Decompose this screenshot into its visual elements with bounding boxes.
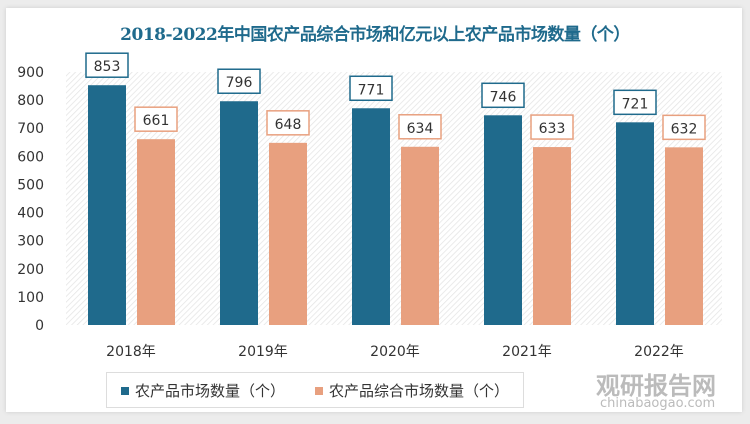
data-label-box (613, 89, 657, 116)
watermark-logo: 观研报告网 (596, 372, 716, 400)
bar (484, 115, 522, 326)
data-label-box (398, 114, 442, 140)
legend-label: 农产品综合市场数量（个） (329, 381, 510, 400)
x-tick-label: 2020年 (370, 344, 420, 360)
data-label: 771 (358, 82, 385, 98)
legend-item-2: 农产品综合市场数量（个） (315, 380, 509, 401)
y-tick-label: 300 (17, 234, 44, 250)
x-tick-label: 2022年 (634, 344, 684, 360)
data-label: 721 (622, 96, 649, 112)
bar (220, 101, 258, 325)
data-label: 632 (671, 121, 698, 137)
data-label: 661 (143, 113, 170, 129)
data-label-box (266, 110, 310, 136)
data-label-box (134, 106, 178, 132)
data-label: 634 (407, 121, 434, 137)
x-tick-label: 2021年 (502, 344, 552, 360)
chart-title: 2018-2022年中国农产品综合市场和亿元以上农产品市场数量（个） (120, 25, 630, 45)
legend: 农产品市场数量（个） 农产品综合市场数量（个） (106, 372, 525, 408)
bar (401, 146, 439, 325)
y-tick-label: 0 (35, 318, 44, 334)
data-label: 648 (275, 117, 302, 133)
legend-label: 农产品市场数量（个） (135, 381, 286, 400)
y-tick-label: 600 (17, 149, 44, 165)
bar (352, 108, 390, 325)
bar (665, 147, 703, 325)
y-tick-label: 200 (17, 262, 44, 278)
y-tick-label: 700 (17, 121, 44, 137)
y-tick-label: 400 (17, 206, 44, 222)
data-label-box (662, 114, 706, 141)
bar (616, 122, 654, 326)
bar (137, 139, 175, 325)
y-tick-label: 100 (17, 290, 44, 306)
data-label: 746 (490, 89, 517, 105)
y-tick-label: 800 (17, 93, 44, 109)
data-label-box (481, 82, 525, 109)
legend-swatch (315, 387, 324, 395)
data-label: 853 (94, 59, 121, 75)
y-tick-label: 500 (17, 177, 44, 193)
bar (269, 142, 307, 325)
data-label-box (85, 52, 129, 78)
x-tick-label: 2018年 (106, 344, 156, 360)
data-label-box (530, 114, 574, 140)
legend-item-1: 农产品市场数量（个） (121, 380, 285, 401)
bar (88, 85, 126, 325)
data-label-box (217, 68, 261, 94)
bar (533, 147, 571, 325)
data-label: 633 (539, 121, 566, 137)
data-label-box (349, 75, 393, 102)
legend-swatch (121, 387, 129, 395)
data-label: 796 (226, 75, 253, 91)
y-tick-label: 900 (17, 65, 44, 81)
x-tick-label: 2019年 (238, 344, 288, 360)
watermark-url: chinabaogao.com (600, 396, 716, 411)
